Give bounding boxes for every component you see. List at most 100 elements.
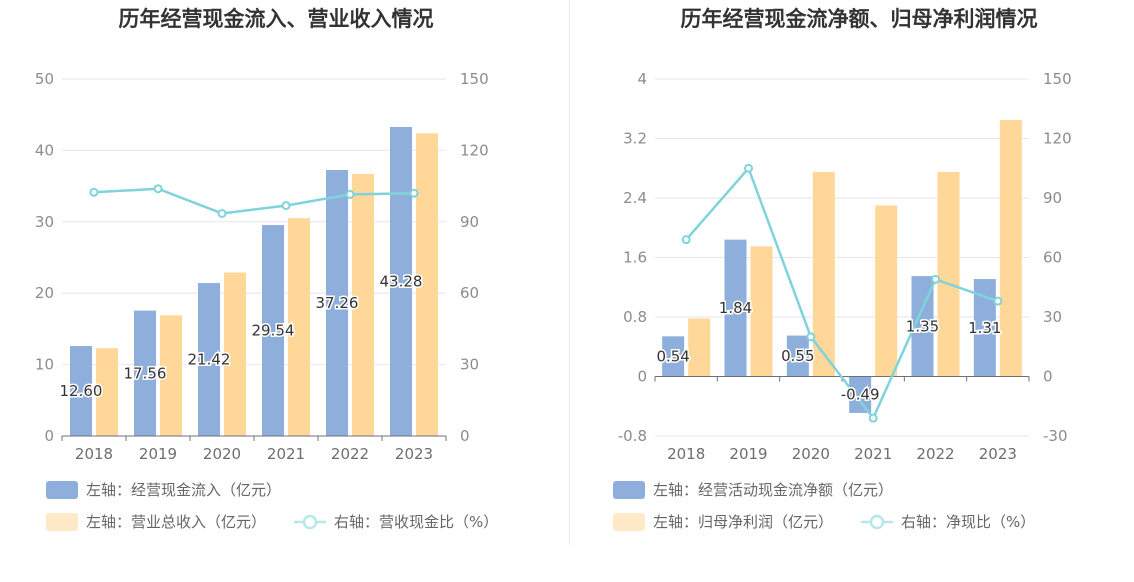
- ratio-line: [685, 165, 999, 421]
- data-label-2022: 1.35: [906, 317, 939, 335]
- left-axis-tick: 40: [35, 141, 54, 159]
- x-axis-label-2021: 2021: [267, 445, 305, 463]
- data-label-2021: 29.54: [252, 322, 295, 340]
- bar-secondary-2019: [160, 315, 182, 436]
- ratio-point-2022: [931, 274, 940, 284]
- bar-secondary-2020: [224, 272, 246, 436]
- chart-svg: 历年经营现金流净额、归母净利润情况 -0.8 0 0.8 1.6 2.4 3.2 4 -30 0 3…: [613, 7, 1072, 531]
- bar-secondary-2021: [875, 205, 898, 377]
- left-axis-tick: 1.6: [623, 249, 647, 267]
- bar-primary-2018: [70, 346, 92, 436]
- ratio-point-2021: [281, 201, 291, 211]
- right-axis-tick: 120: [460, 141, 489, 159]
- bar-secondary-2021: [288, 218, 310, 436]
- right-axis-tick: 150: [1043, 70, 1072, 88]
- bar-secondary-2022: [352, 173, 374, 436]
- bar-primary-2021: [849, 376, 872, 413]
- ratio-point-2018: [681, 235, 691, 245]
- data-label-2023: 1.31: [968, 319, 1001, 337]
- x-axis-label-2021: 2021: [854, 445, 892, 463]
- data-label-2018: 0.54: [656, 347, 689, 365]
- right-axis-tick: -30: [1043, 427, 1068, 445]
- ratio-point-2023: [409, 188, 419, 198]
- x-axis-label-2018: 2018: [667, 445, 705, 463]
- legend-label-primary: 左轴：经营活动现金流净额（亿元）: [653, 481, 893, 499]
- ratio-line: [93, 187, 415, 215]
- left-axis-tick: 2.4: [623, 189, 647, 207]
- right-axis-tick: 60: [1043, 249, 1062, 267]
- legend-label-ratio: 右轴：净现比（%）: [901, 513, 1035, 531]
- legend-label-secondary: 左轴：归母净利润（亿元）: [653, 513, 833, 531]
- legend-swatch-primary: [46, 481, 78, 499]
- right-axis-tick: 0: [1043, 368, 1053, 386]
- right-axis-tick: 60: [460, 284, 479, 302]
- bar-primary-2023: [390, 126, 412, 436]
- bar-primary-2022: [911, 276, 934, 377]
- left-axis-tick: 3.2: [623, 130, 647, 148]
- right-axis-tick: 120: [1043, 130, 1072, 148]
- bar-primary-2021: [262, 225, 284, 436]
- ratio-point-2023: [993, 296, 1003, 306]
- x-axis-label-2022: 2022: [916, 445, 954, 463]
- data-label-2023: 43.28: [380, 272, 423, 290]
- x-axis-label-2020: 2020: [203, 445, 241, 463]
- left-axis-tick: 20: [35, 284, 54, 302]
- x-axis-label-2023: 2023: [979, 445, 1017, 463]
- bar-primary-2020: [198, 283, 220, 436]
- chart-title: 历年经营现金流净额、归母净利润情况: [681, 7, 1038, 31]
- left-axis-tick: 0.8: [623, 308, 647, 326]
- bar-primary-2019: [134, 310, 156, 436]
- bar-secondary-2022: [937, 171, 960, 377]
- right-axis-tick: 30: [460, 356, 479, 374]
- bar-secondary-2018: [688, 318, 711, 377]
- right-axis-tick: 90: [1043, 189, 1062, 207]
- bar-primary-2022: [326, 169, 348, 436]
- ratio-point-2021: [868, 413, 878, 423]
- bar-primary-2020: [786, 335, 809, 377]
- data-label-2021: -0.49: [841, 386, 880, 404]
- right-axis-tick: 90: [460, 213, 479, 231]
- ratio-point-2020: [806, 332, 816, 342]
- x-axis-label-2023: 2023: [395, 445, 433, 463]
- bar-secondary-2018: [96, 348, 118, 436]
- left-axis-tick: 4: [637, 70, 647, 88]
- data-label-2019: 1.84: [719, 299, 752, 317]
- bar-primary-2023: [973, 279, 996, 377]
- x-axis-label-2020: 2020: [792, 445, 830, 463]
- right-axis-tick: 30: [1043, 308, 1062, 326]
- legend-swatch-secondary: [613, 513, 645, 531]
- ratio-point-2019: [153, 184, 163, 194]
- data-label-2022: 37.26: [316, 294, 359, 312]
- x-axis-label-2019: 2019: [729, 445, 767, 463]
- data-label-2019: 17.56: [124, 364, 167, 382]
- bar-secondary-2019: [750, 246, 773, 377]
- ratio-point-2022: [345, 189, 355, 199]
- data-label-2020: 21.42: [188, 351, 231, 369]
- right-axis-tick: 150: [460, 70, 489, 88]
- ratio-point-2020: [217, 208, 227, 218]
- legend-swatch-secondary: [46, 513, 78, 531]
- legend-label-ratio: 右轴：营收现金比（%）: [334, 513, 498, 531]
- data-label-2020: 0.55: [781, 347, 814, 365]
- chart-svg: 历年经营现金流入、营业收入情况 0 10 20 30 40 50 0 30 60 90 120 150 2…: [35, 7, 498, 531]
- x-axis-label-2019: 2019: [139, 445, 177, 463]
- chart-panel-net-cashflow-profit: 历年经营现金流净额、归母净利润情况 -0.8 0 0.8 1.6 2.4 3.2 4 -30 0 3…: [567, 0, 1134, 582]
- bar-primary-2018: [662, 336, 685, 377]
- left-axis-tick: 0: [44, 427, 54, 445]
- x-axis-label-2018: 2018: [75, 445, 113, 463]
- chart-title: 历年经营现金流入、营业收入情况: [119, 7, 434, 31]
- data-label-2018: 12.60: [60, 382, 103, 400]
- legend-swatch-primary: [613, 481, 645, 499]
- left-axis-tick: 30: [35, 213, 54, 231]
- bar-secondary-2023: [999, 119, 1022, 377]
- panel-divider: [569, 0, 570, 545]
- chart-panel-cash-inflow-revenue: 历年经营现金流入、营业收入情况 0 10 20 30 40 50 0 30 60 90 120 150 2…: [35, 7, 498, 531]
- legend-line-marker: [869, 514, 885, 530]
- legend-line-marker: [302, 514, 318, 530]
- left-axis-tick: -0.8: [618, 427, 647, 445]
- left-axis-tick: 10: [35, 356, 54, 374]
- bar-secondary-2020: [812, 171, 835, 377]
- right-axis-tick: 0: [460, 427, 470, 445]
- left-axis-tick: 50: [35, 70, 54, 88]
- legend-label-primary: 左轴：经营现金流入（亿元）: [86, 481, 281, 499]
